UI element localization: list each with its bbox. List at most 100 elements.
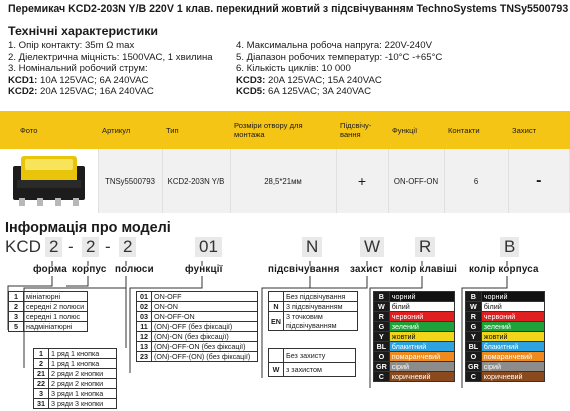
specs-left: 1. Опір контакту: 35m Ω max 2. Діелектри… (8, 40, 213, 98)
header-hole-size: Розміри отвору для монтажа (230, 111, 336, 149)
color-name: сірий (480, 361, 546, 372)
spec-line: 4. Максимальна робоча напруга: 220V-240V (236, 40, 432, 51)
spec-kcd5: KCD5: 6A 125VAC; 3A 240VAC (236, 86, 372, 98)
form-table: 1 мініатюрні 2 середні 2 полюси 3 середні 1… (8, 291, 88, 332)
code-part-backlight: N (302, 237, 323, 257)
spec-kcd2: KCD2: 20A 125VAC; 16A 240VAC (8, 86, 154, 98)
color-name: помаранчевий (388, 351, 456, 362)
color-name: коричневий (480, 371, 546, 382)
cell-contacts: 6 (444, 149, 509, 213)
table-row: EN 3 точковим підсвічуванням (268, 311, 358, 331)
color-code: W (373, 301, 390, 312)
code-dash: - (68, 237, 74, 256)
color-code: BL (465, 341, 482, 352)
color-code: B (465, 291, 482, 302)
table-row: 3 середні 1 полюс (8, 311, 88, 322)
code-prefix: KCD (5, 237, 41, 256)
cell-type: KCD2-203N Y/B (162, 149, 231, 213)
table-row: 11 (ON)-OFF (без фіксації) (136, 321, 258, 332)
model-info-heading: Інформація про моделі (5, 220, 171, 236)
header-contacts: Контакти (444, 111, 508, 149)
label-backlight: підсвічування (268, 264, 340, 275)
color-code: C (373, 371, 390, 382)
color-code: W (465, 301, 482, 312)
product-photo (0, 149, 99, 213)
code-part-form: 2 (45, 237, 63, 257)
color-name: сірий (388, 361, 456, 372)
color-code: G (373, 321, 390, 332)
spec-line: 6. Кількість циклів: 10 000 (236, 63, 351, 75)
color-name: зелений (388, 321, 456, 332)
color-row: BL блакитний (465, 341, 546, 352)
code-part-body: 2 (82, 237, 100, 257)
cell-article: TNSy5500793 (98, 149, 163, 213)
table-row: 5 надмініатюрні (8, 321, 88, 332)
table-row: 02 ON-ON (136, 301, 258, 312)
cell-backlight: + (336, 149, 389, 213)
label-form: форма (33, 264, 67, 275)
header-photo: Фото (0, 111, 98, 149)
spec-line: 3. Номінальний робочий струм: (8, 63, 148, 75)
header-protection: Захист (508, 111, 570, 149)
label-body-color: колір корпуса (469, 264, 539, 275)
spec-kcd1: KCD1: 10A 125VAC; 6A 240VAC (8, 74, 149, 86)
header-functions: Функції (388, 111, 444, 149)
color-name: білий (388, 301, 456, 312)
color-name: зелений (480, 321, 546, 332)
spec-line: 5. Діапазон робочих температур: -10°C -+… (236, 51, 443, 63)
switch-image (12, 156, 85, 206)
table-row: 21 2 ряди 2 кнопки (33, 368, 117, 379)
code-part-key-color: R (415, 237, 436, 257)
header-backlight: Підсвічу-вання (336, 111, 388, 149)
spec-kcd3: KCD3: 20A 125VAC; 15A 240VAC (236, 74, 382, 86)
color-code: B (373, 291, 390, 302)
color-code: G (465, 321, 482, 332)
table-row: Без захисту (268, 348, 356, 363)
color-name: чорний (388, 291, 456, 302)
spec-line: 1. Опір контакту: 35m Ω max (8, 40, 135, 51)
table-row: TNSy5500793 KCD2-203N Y/B 28,5*21мм + ON… (0, 149, 570, 213)
cell-protection: - (508, 149, 570, 213)
table-row: Без підсвічування (268, 291, 358, 302)
color-name: помаранчевий (480, 351, 546, 362)
cell-hole-size: 28,5*21мм (230, 149, 337, 213)
table-row: 03 ON-OFF-ON (136, 311, 258, 322)
product-table: Фото Артикул Тип Розміри отвору для монт… (0, 111, 570, 213)
color-code: GR (465, 361, 482, 372)
code-part-poles: 2 (119, 237, 137, 257)
color-code: Y (465, 331, 482, 342)
color-code: R (373, 311, 390, 322)
color-name: жовтий (480, 331, 546, 342)
color-name: білий (480, 301, 546, 312)
color-name: блакитний (388, 341, 456, 352)
color-name: коричневий (388, 371, 456, 382)
color-row: GR сірий (465, 361, 546, 372)
table-row: 1 мініатюрні (8, 291, 88, 302)
label-protection: захист (350, 264, 384, 275)
table-row: 01 ON-OFF (136, 291, 258, 302)
connector-lines (7, 261, 508, 388)
color-name: жовтий (388, 331, 456, 342)
color-code: O (465, 351, 482, 362)
code-part-functions: 01 (195, 237, 222, 257)
table-row: 31 3 ряди 3 кнопки (33, 398, 117, 409)
color-row: GR сірий (373, 361, 456, 372)
label-body: корпус (72, 264, 107, 275)
label-key-color: колір клавіші (390, 264, 458, 275)
